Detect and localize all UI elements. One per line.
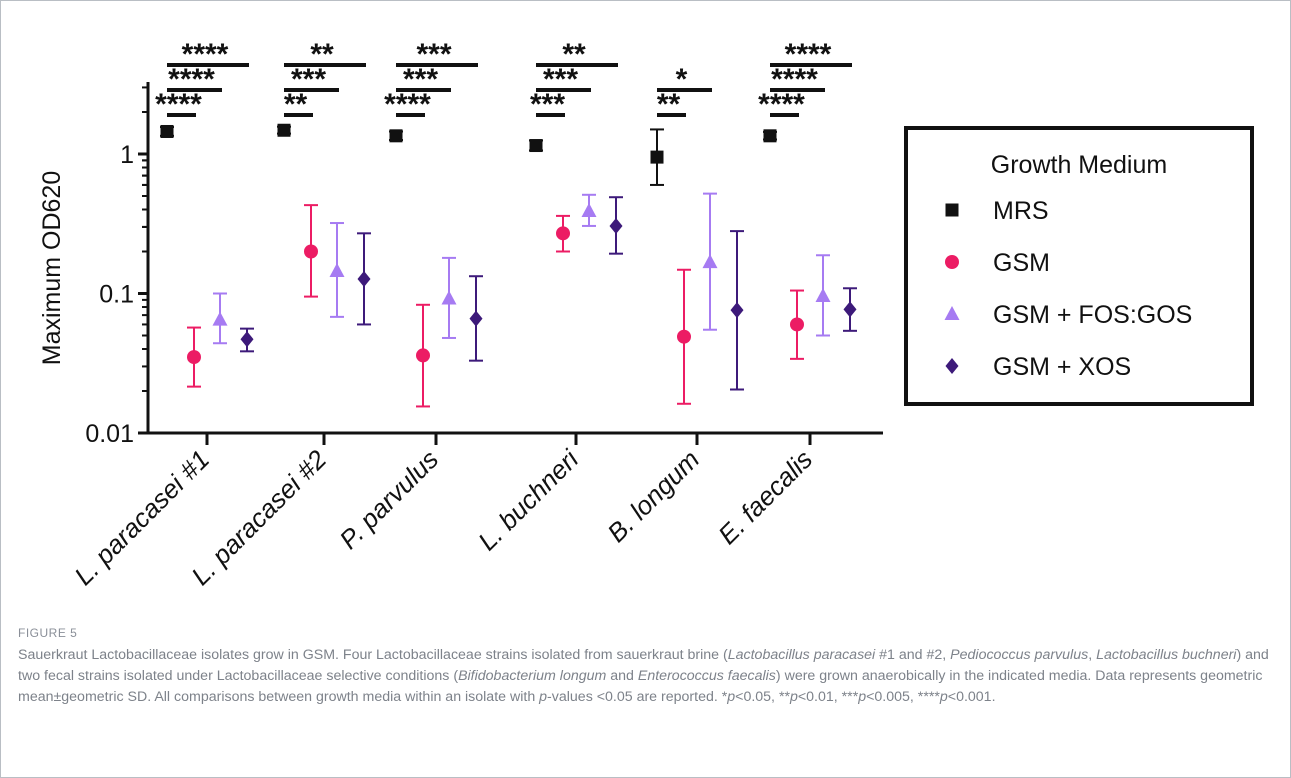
- data-point: [441, 290, 457, 305]
- caption-text: Sauerkraut Lactobacillaceae isolates gro…: [18, 647, 728, 663]
- caption-text: ) and two fecal strains isolated under L…: [18, 647, 1269, 684]
- significance-label: ***: [416, 38, 451, 71]
- significance-label: ***: [291, 63, 326, 96]
- legend-marker: [945, 203, 959, 217]
- significance-label: ****: [384, 88, 431, 121]
- significance-label: ****: [771, 63, 818, 96]
- x-tick-label: L. buchneri: [472, 443, 585, 556]
- data-point: [677, 329, 691, 344]
- legend-marker: [944, 306, 960, 320]
- caption-text: <0.01, ***: [797, 689, 859, 705]
- caption-italic-term: Pediococcus parvulus: [950, 647, 1089, 663]
- x-tick-label: B. longum: [601, 444, 705, 548]
- caption-italic-term: p: [939, 689, 948, 705]
- data-point: [160, 124, 174, 138]
- caption-text: <0.001.: [947, 689, 996, 705]
- x-tick-label: E. faecalis: [712, 444, 818, 550]
- data-point: [843, 301, 857, 318]
- data-point: [730, 302, 744, 319]
- y-tick-label: 0.01: [85, 420, 134, 448]
- significance-label: *: [676, 63, 688, 96]
- data-point: [304, 244, 318, 259]
- caption-italic-term: p: [789, 689, 798, 705]
- caption-text: #1 and #2,: [875, 647, 951, 663]
- significance-label: **: [657, 88, 681, 121]
- significance-label: ****: [182, 38, 229, 71]
- data-point: [212, 311, 228, 326]
- legend-entry-label: GSM + FOS:GOS: [993, 301, 1192, 329]
- figure-caption: Sauerkraut Lactobacillaceae isolates gro…: [18, 645, 1273, 708]
- data-point: [389, 129, 403, 143]
- series-gsm-xos: [240, 196, 857, 391]
- significance-label: ***: [530, 88, 565, 121]
- data-point: [581, 203, 597, 218]
- data-point: [556, 226, 570, 241]
- caption-text: <0.05, **: [735, 689, 790, 705]
- legend-box: [904, 126, 1254, 406]
- legend: Growth Medium MRS GSM GSM + FOS:GOS GSM + XO…: [904, 126, 1254, 406]
- significance-label: ****: [785, 38, 832, 71]
- y-axis-label: Maximum OD620: [38, 171, 66, 366]
- data-point: [240, 331, 254, 348]
- x-tick-label: P. parvulus: [333, 444, 444, 555]
- significance-label: ***: [403, 63, 438, 96]
- legend-entry-label: MRS: [993, 197, 1049, 225]
- legend-entry-label: GSM: [993, 249, 1050, 277]
- caption-italic-term: Enterococcus faecalis: [637, 668, 776, 684]
- significance-label: ****: [168, 63, 215, 96]
- significance-label: ****: [758, 88, 805, 121]
- data-point: [815, 287, 831, 302]
- caption-italic-term: Lactobacillus paracasei: [727, 647, 876, 663]
- significance-label: **: [562, 38, 586, 71]
- data-point: [277, 123, 291, 137]
- caption-italic-term: Lactobacillus buchneri: [1096, 647, 1237, 663]
- data-point: [650, 150, 664, 164]
- significance-label: ***: [543, 63, 578, 96]
- figure-label: FIGURE 5: [18, 626, 78, 640]
- data-point: [329, 262, 345, 277]
- significance-label: **: [284, 88, 308, 121]
- series-mrs: [160, 125, 777, 186]
- legend-title: Growth Medium: [991, 151, 1167, 179]
- series-gsm: [187, 204, 804, 408]
- data-point: [790, 317, 804, 332]
- data-point: [763, 129, 777, 143]
- significance-label: ****: [155, 88, 202, 121]
- data-point: [609, 217, 623, 234]
- data-point: [702, 254, 718, 269]
- data-point: [529, 139, 543, 153]
- caption-italic-term: p: [858, 689, 867, 705]
- caption-text: <0.005, ****: [866, 689, 940, 705]
- data-point: [357, 271, 371, 288]
- caption-text: and: [606, 668, 638, 684]
- data-point: [187, 350, 201, 365]
- y-tick-label: 0.1: [99, 281, 134, 309]
- legend-entry-label: GSM + XOS: [993, 353, 1131, 381]
- caption-italic-term: Bifidobacterium longum: [458, 668, 607, 684]
- significance-label: **: [310, 38, 334, 71]
- caption-text: -values <0.05 are reported. *: [547, 689, 728, 705]
- caption-text: ) were grown anaerobically in the indica…: [18, 668, 1263, 705]
- data-point: [416, 348, 430, 363]
- caption-italic-term: p: [539, 689, 548, 705]
- caption-text: ,: [1088, 647, 1097, 663]
- caption-italic-term: p: [727, 689, 736, 705]
- y-tick-label: 1: [120, 141, 134, 169]
- legend-marker: [945, 358, 959, 374]
- legend-marker: [945, 255, 959, 269]
- data-point: [469, 310, 483, 327]
